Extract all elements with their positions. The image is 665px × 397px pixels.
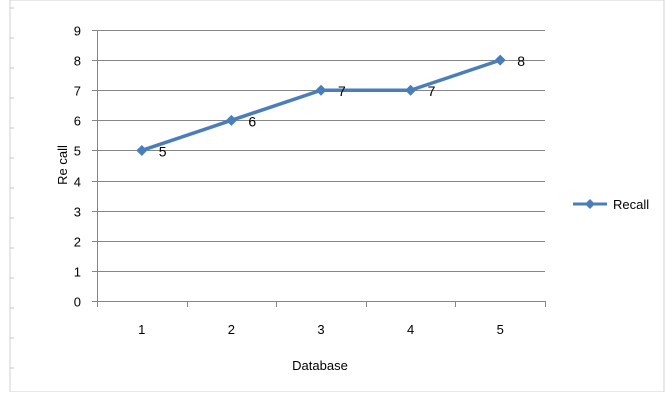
legend: Recall	[573, 197, 649, 212]
y-tick-label: 3	[74, 205, 81, 220]
y-tick-label: 0	[74, 295, 81, 310]
legend-marker-diamond-icon	[585, 199, 595, 209]
x-tick-label: 1	[138, 322, 145, 337]
data-point-diamond	[136, 144, 148, 156]
y-tick-label: 9	[74, 24, 81, 39]
data-label: 7	[428, 83, 436, 99]
y-tick-label: 2	[74, 235, 81, 250]
x-tick-label: 3	[317, 322, 324, 337]
axes	[97, 30, 546, 307]
chart-area-border	[9, 0, 665, 393]
series-recall	[136, 54, 506, 156]
x-tick-label: 4	[407, 322, 414, 337]
x-tick-labels: 1 2 3 4 5	[138, 322, 504, 337]
data-label: 5	[159, 143, 167, 159]
x-tick-label: 2	[228, 322, 235, 337]
data-labels: 5 6 7 7 8	[159, 53, 525, 159]
y-tick-label: 1	[74, 265, 81, 280]
y-tick-label: 4	[74, 175, 81, 190]
y-tick-label: 5	[74, 144, 81, 159]
gridlines	[92, 30, 545, 302]
y-tick-label: 8	[74, 54, 81, 69]
data-point-diamond	[405, 84, 417, 96]
y-tick-label: 7	[74, 84, 81, 99]
x-axis-title: Database	[292, 358, 348, 373]
legend-label: Recall	[613, 197, 649, 212]
x-tick-label: 5	[497, 322, 504, 337]
left-ruler	[10, 7, 14, 369]
y-tick-label: 6	[74, 114, 81, 129]
data-point-diamond	[225, 114, 237, 126]
data-label: 7	[338, 83, 346, 99]
data-point-diamond	[315, 84, 327, 96]
data-label: 8	[517, 53, 525, 69]
y-tick-labels: 0 1 2 3 4 5 6 7 8 9	[74, 24, 81, 310]
data-label: 6	[248, 113, 256, 129]
data-point-diamond	[494, 54, 506, 66]
y-axis-title: Re call	[55, 145, 70, 185]
